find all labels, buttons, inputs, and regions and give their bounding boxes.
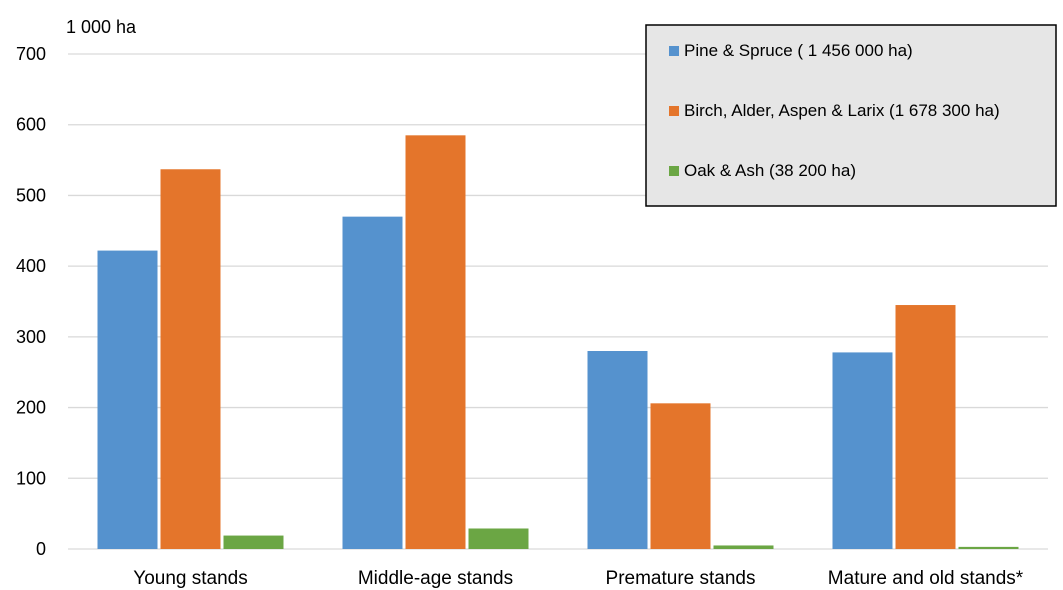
legend-swatch [669, 166, 679, 176]
bar [650, 403, 711, 549]
x-axis-categories: Young stands Middle-age stands Premature s… [133, 568, 1024, 589]
x-category-label: Mature and old stands* [828, 568, 1024, 589]
y-tick-label: 300 [16, 327, 46, 347]
bar [223, 535, 284, 549]
x-category-label: Premature stands [606, 568, 756, 589]
bar [587, 351, 648, 549]
y-axis-ticks: 0 100 200 300 400 500 600 700 [16, 44, 46, 559]
y-tick-label: 600 [16, 115, 46, 135]
x-category-label: Middle-age stands [358, 568, 513, 589]
x-category-label: Young stands [133, 568, 247, 589]
gridlines [68, 53, 1048, 550]
y-tick-label: 500 [16, 185, 46, 205]
y-tick-label: 700 [16, 44, 46, 64]
y-tick-label: 100 [16, 468, 46, 488]
bar [97, 250, 158, 550]
bar [342, 216, 403, 549]
bar [958, 546, 1019, 549]
legend-swatch [669, 46, 679, 56]
legend-box [645, 24, 1057, 207]
y-tick-label: 200 [16, 398, 46, 418]
y-tick-label: 0 [36, 539, 46, 559]
bar [405, 135, 466, 550]
bar [468, 528, 529, 549]
bar [713, 545, 774, 549]
legend-swatch [669, 106, 679, 116]
legend-label: Oak & Ash (38 200 ha) [684, 161, 856, 180]
y-tick-label: 400 [16, 256, 46, 276]
y-axis-unit-label: 1 000 ha [66, 17, 137, 37]
bar [895, 305, 956, 549]
bars [97, 135, 1019, 550]
legend-label: Birch, Alder, Aspen & Larix (1 678 300 h… [684, 101, 1000, 120]
bar [832, 352, 893, 549]
bar [160, 169, 221, 549]
legend: Pine & Spruce ( 1 456 000 ha) Birch, Alde… [645, 24, 1057, 207]
legend-label: Pine & Spruce ( 1 456 000 ha) [684, 41, 913, 60]
